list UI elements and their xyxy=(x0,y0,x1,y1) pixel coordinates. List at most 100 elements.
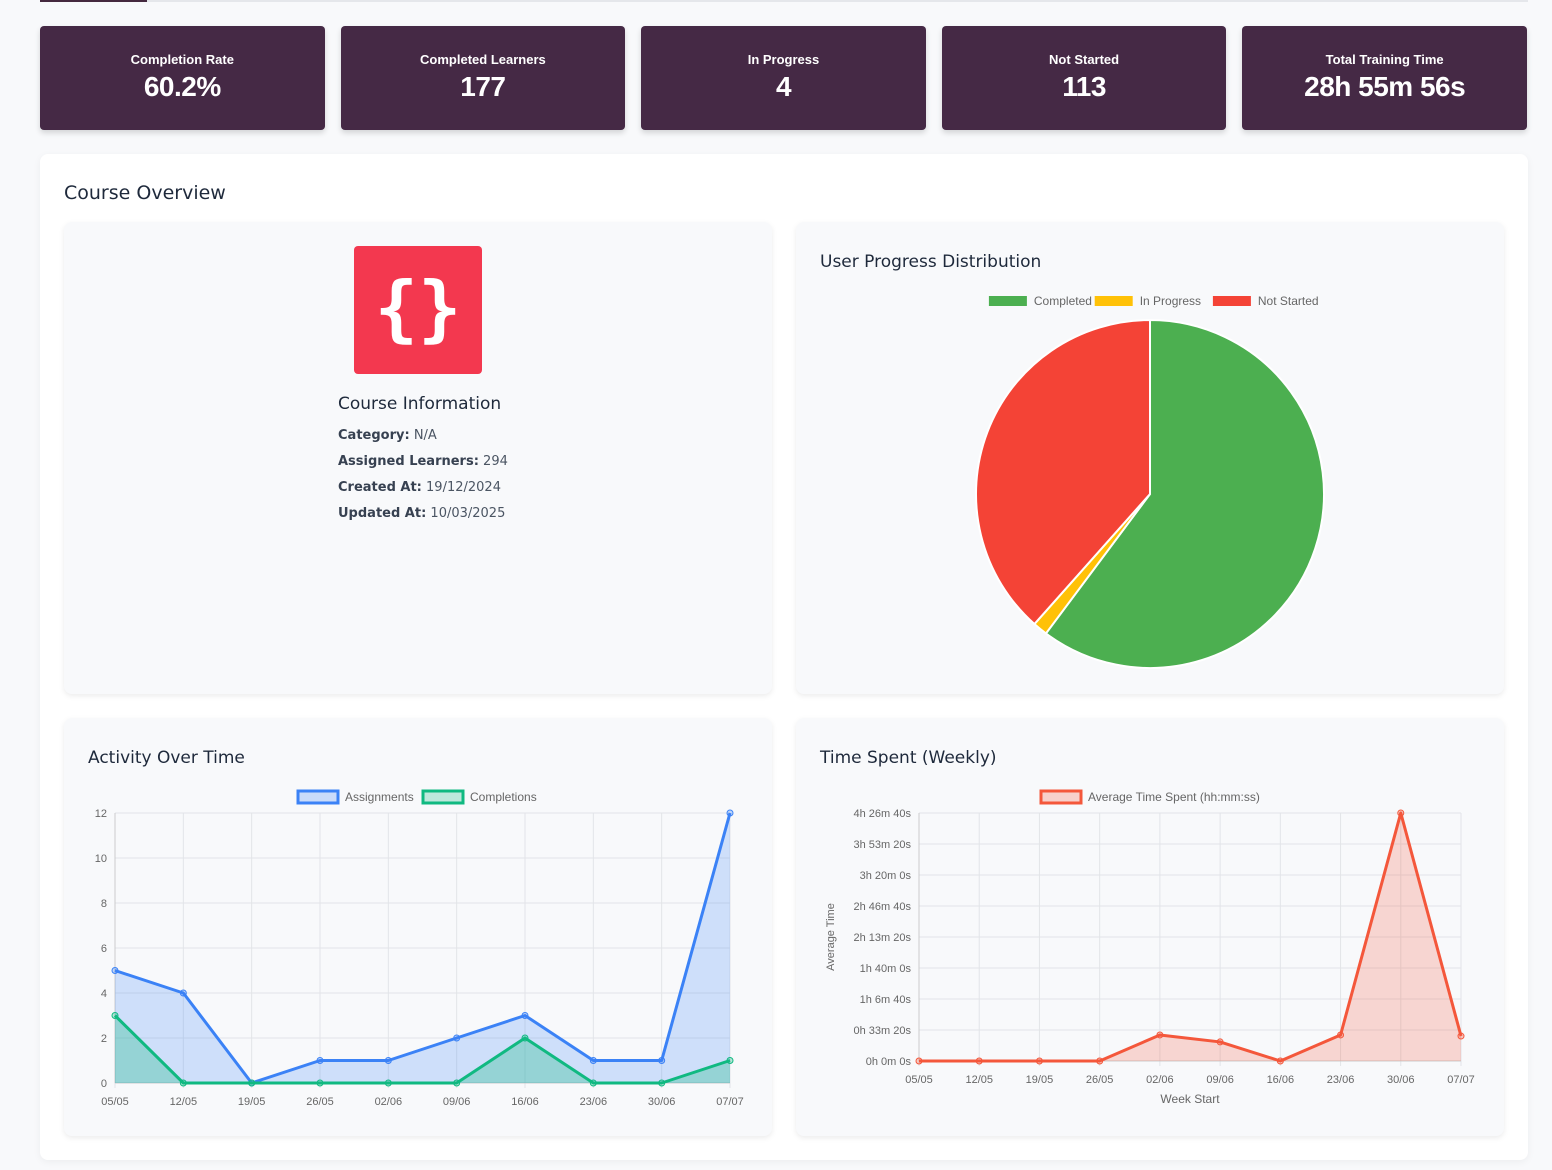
stat-value: 113 xyxy=(1062,71,1106,102)
legend-label: Completions xyxy=(470,790,537,804)
data-point xyxy=(726,809,734,817)
data-point xyxy=(521,1034,529,1042)
data-point xyxy=(316,1079,324,1087)
legend-swatch xyxy=(988,296,1027,306)
data-point xyxy=(1096,1057,1104,1065)
series-area xyxy=(115,813,730,1083)
data-point xyxy=(384,1057,392,1064)
time-spent-chart: Average Time Spent (hh:mm:ss) 0h 0m 0s 0h … xyxy=(825,789,1475,1106)
activity-card: Activity Over Time Assignments Completion… xyxy=(64,718,772,1136)
code-braces-icon: {} xyxy=(354,246,482,374)
legend-swatch xyxy=(1094,296,1133,306)
data-point xyxy=(975,1057,983,1065)
pie-chart: Completed In Progress Not Started xyxy=(975,294,1325,669)
stat-label: Total Training Time xyxy=(1325,52,1444,67)
y-tick-label: 3h 53m 20s xyxy=(854,839,912,851)
field-created-at: Created At: 19/12/2024 xyxy=(338,480,501,495)
series-line-completions xyxy=(113,1014,731,1085)
y-tick-label: 2h 46m 40s xyxy=(854,901,912,913)
data-point xyxy=(589,1057,597,1064)
y-tick-label: 2 xyxy=(101,1033,107,1045)
y-tick-label: 8 xyxy=(101,898,107,910)
legend-label: Not Started xyxy=(1258,294,1319,308)
pie-slice-not-started xyxy=(975,318,1151,626)
data-point xyxy=(1216,1038,1224,1046)
legend-label: Average Time Spent (hh:mm:ss) xyxy=(1088,790,1260,804)
y-tick-label: 10 xyxy=(95,853,107,865)
series-line-assignments xyxy=(114,812,732,1085)
x-tick-label: 05/05 xyxy=(101,1096,129,1108)
stat-completed-learners: Completed Learners 177 xyxy=(340,26,626,130)
stat-label: Completed Learners xyxy=(420,52,546,67)
stat-value: 60.2% xyxy=(143,71,221,102)
course-info-title: Course Information xyxy=(338,394,502,414)
data-point xyxy=(1397,809,1405,817)
y-tick-label: 0h 33m 20s xyxy=(854,1025,912,1037)
x-tick-label: 05/05 xyxy=(905,1074,933,1086)
pie-slice-completed xyxy=(1044,318,1325,669)
x-axis-title: Week Start xyxy=(1160,1092,1220,1106)
y-tick-label: 1h 6m 40s xyxy=(860,994,912,1006)
stat-in-progress: In Progress 4 xyxy=(641,26,926,130)
data-point xyxy=(111,1012,119,1019)
x-tick-label: 26/05 xyxy=(306,1096,334,1108)
x-tick-label: 16/06 xyxy=(1267,1074,1295,1086)
data-point xyxy=(1337,1031,1345,1039)
stats-row: Completion Rate 60.2% Completed Learners 1… xyxy=(40,26,1527,130)
data-point xyxy=(111,967,119,974)
data-point xyxy=(179,1079,187,1087)
y-tick-label: 4 xyxy=(101,988,107,1000)
legend-swatch xyxy=(296,789,340,805)
stat-label: Completion Rate xyxy=(130,52,234,67)
stat-value: 177 xyxy=(460,71,506,102)
data-point xyxy=(589,1079,597,1087)
field-category: Category: N/A xyxy=(338,428,437,443)
active-tab-indicator xyxy=(40,0,147,2)
x-tick-label: 09/06 xyxy=(1206,1074,1234,1086)
stat-total-training-time: Total Training Time 28h 55m 56s xyxy=(1242,26,1527,130)
x-tick-label: 07/07 xyxy=(1447,1074,1475,1086)
x-tick-label: 23/06 xyxy=(580,1096,608,1108)
field-updated-at: Updated At: 10/03/2025 xyxy=(338,506,506,521)
x-tick-label: 23/06 xyxy=(1327,1074,1355,1086)
legend-swatch xyxy=(421,789,465,805)
data-point xyxy=(1457,1032,1465,1040)
series-line-average xyxy=(919,811,1463,1063)
y-tick-label: 0h 0m 0s xyxy=(866,1056,912,1068)
activity-line-chart: Assignments Completions 0 2 4 6 8 10 12 05/05 12/0… xyxy=(95,789,744,1108)
x-tick-label: 09/06 xyxy=(443,1096,471,1108)
data-point xyxy=(726,1057,734,1064)
x-tick-label: 30/06 xyxy=(1387,1074,1415,1086)
x-tick-label: 07/07 xyxy=(716,1096,744,1108)
x-tick-label: 16/06 xyxy=(511,1096,539,1108)
data-point xyxy=(521,1012,529,1019)
course-info-card: {} Course Information Category: N/A Assi… xyxy=(64,222,772,694)
field-assigned-learners: Assigned Learners: 294 xyxy=(338,454,508,469)
legend-label: Completed xyxy=(1034,294,1092,308)
y-tick-label: 2h 13m 20s xyxy=(854,932,912,944)
stat-not-started: Not Started 113 xyxy=(941,26,1227,130)
y-tick-label: 3h 20m 0s xyxy=(860,870,912,882)
legend-swatch xyxy=(1212,296,1251,306)
x-tick-label: 02/06 xyxy=(375,1096,403,1108)
y-axis-title: Average Time xyxy=(825,903,837,971)
data-point xyxy=(248,1079,256,1087)
progress-distribution-card: User Progress Distribution Completed In P… xyxy=(796,222,1504,694)
data-point xyxy=(658,1057,666,1064)
data-point xyxy=(384,1079,392,1087)
stat-completion-rate: Completion Rate 60.2% xyxy=(40,26,325,130)
data-point xyxy=(658,1079,666,1087)
y-tick-label: 4h 26m 40s xyxy=(854,808,912,820)
stat-value: 28h 55m 56s xyxy=(1304,71,1466,102)
y-tick-label: 12 xyxy=(95,808,107,820)
data-point xyxy=(1035,1057,1043,1065)
data-point xyxy=(1276,1057,1284,1065)
x-tick-label: 02/06 xyxy=(1146,1074,1174,1086)
card-title: Activity Over Time xyxy=(88,748,245,768)
legend-swatch xyxy=(1039,789,1083,805)
x-tick-label: 26/05 xyxy=(1086,1074,1114,1086)
stat-label: Not Started xyxy=(1049,52,1120,67)
section-title: Course Overview xyxy=(64,182,226,204)
x-tick-label: 19/05 xyxy=(238,1096,266,1108)
y-tick-label: 0 xyxy=(101,1078,107,1090)
